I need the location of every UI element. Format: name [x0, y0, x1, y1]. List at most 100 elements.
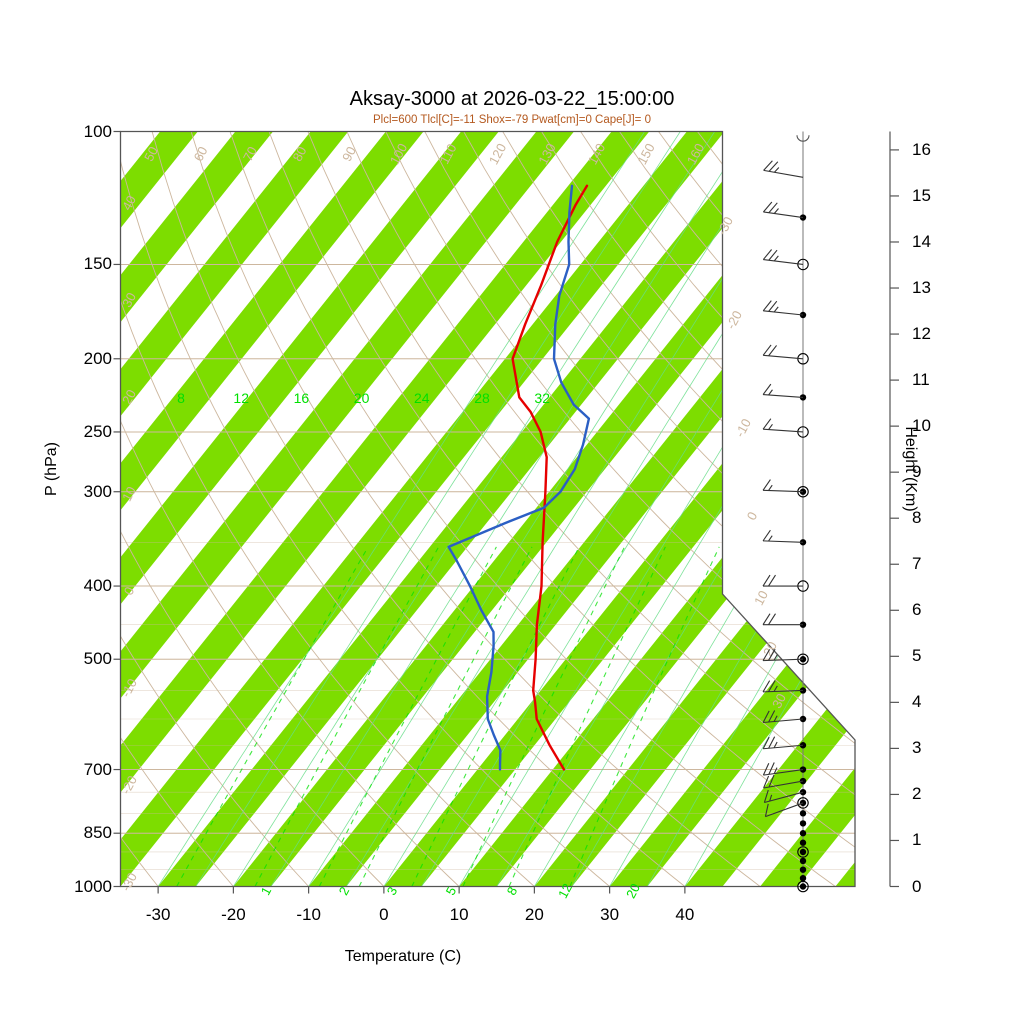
wind-barb-half — [773, 685, 778, 692]
pressure-tick-label: 200 — [83, 348, 112, 368]
wind-barb-half — [768, 535, 773, 542]
wind-level-dot — [799, 839, 807, 846]
temperature-profile-line — [511, 184, 589, 771]
pressure-tick-labels: 100 150 200 250 300 400 500 700 850 1000 — [48, 0, 112, 1024]
temperature-tick-label: 30 — [600, 904, 620, 924]
pressure-tick-label: 100 — [83, 121, 112, 141]
wind-level-dot — [799, 810, 807, 817]
wind-level-dot — [799, 820, 807, 827]
isotherm-label-left: 10 — [119, 484, 139, 504]
moist-adiabat — [157, 131, 645, 887]
wind-barb-full — [768, 774, 775, 788]
temperature-tick-label: -20 — [221, 904, 246, 924]
isotherm-label-right: 30 — [769, 691, 789, 711]
wind-barb-full — [762, 613, 771, 625]
wind-barb-half — [768, 389, 773, 396]
moist-adiabat — [345, 131, 816, 887]
height-tick-label: 16 — [912, 139, 931, 159]
pressure-tick-label: 500 — [83, 649, 112, 669]
wind-barb-full — [762, 736, 770, 749]
temperature-tick-label: -30 — [145, 904, 171, 924]
wind-barb-shaft — [763, 658, 804, 662]
pressure-tick-label: 700 — [83, 759, 112, 779]
pressure-tick-label: 300 — [83, 481, 112, 501]
wind-barb-full — [768, 762, 775, 775]
calm-wind-symbol — [796, 135, 810, 142]
wind-barb-shaft — [763, 211, 804, 219]
wind-level-dot — [799, 830, 807, 837]
mixing-ratio-label-bottom: 20 — [623, 881, 643, 901]
temperature-tick-label: 0 — [379, 904, 389, 924]
moist-adiabat — [308, 131, 783, 887]
wind-barb-shaft — [765, 802, 804, 818]
dry-adiabat — [120, 131, 309, 887]
wind-barb-shaft — [763, 394, 804, 398]
wind-barb-shaft — [763, 689, 804, 693]
height-tick-label: 14 — [912, 231, 931, 251]
mixing-ratio-line — [569, 546, 720, 887]
wind-level-dot — [799, 857, 807, 865]
temperature-tick-label: -10 — [296, 904, 321, 924]
dry-adiabat — [151, 131, 686, 887]
temperature-tick-label: 10 — [449, 904, 469, 924]
wind-barb-shaft — [763, 718, 804, 724]
dry-adiabat — [120, 131, 234, 887]
wind-barb-shaft — [763, 769, 804, 776]
moist-adiabat — [195, 131, 681, 887]
mixing-ratio-line — [462, 546, 625, 887]
mixing-ratio-line — [358, 546, 533, 887]
wind-barb-full — [762, 574, 771, 587]
x-axis-label: Temperature (C) — [344, 948, 462, 965]
wind-barb-half — [774, 167, 780, 173]
moist-adiabat — [421, 131, 855, 887]
wind-barb-half — [773, 306, 779, 313]
dry-adiabat — [120, 131, 610, 887]
wind-barb-full — [762, 680, 771, 693]
isotherm-label-right: 20 — [760, 639, 780, 659]
height-tick-label: 6 — [912, 600, 922, 620]
moist-adiabat — [646, 131, 855, 887]
wind-barb-shaft — [763, 489, 804, 493]
height-axis-label: Height (Km) — [902, 426, 919, 512]
dry-adiabat-label: 50 — [141, 144, 161, 164]
dry-adiabat — [268, 131, 855, 887]
dry-adiabat-label: 90 — [339, 144, 359, 164]
dry-adiabat-label: 70 — [240, 144, 260, 164]
height-tick-label: 9 — [912, 462, 922, 482]
wind-barb-full — [764, 803, 769, 817]
height-tick-label: 8 — [912, 508, 922, 528]
dry-adiabat — [463, 131, 855, 887]
wind-barb-full — [762, 710, 770, 723]
wind-barb-shaft — [763, 540, 804, 543]
mixing-ratio-line — [411, 546, 580, 887]
sounding-indices-subtitle: Plcl=600 Tlcl[C]=-11 Shox=-79 Pwat[cm]=0… — [373, 114, 651, 126]
temperature-tick-label: 20 — [524, 904, 544, 924]
dry-adiabat — [307, 131, 855, 887]
dry-adiabat — [424, 131, 855, 887]
moist-adiabat — [270, 131, 749, 887]
wind-barb-full — [762, 300, 772, 312]
height-tick-label: 2 — [912, 784, 922, 804]
mixing-ratio-label-mid: 24 — [414, 390, 430, 406]
height-tick-label: 10 — [912, 416, 931, 436]
wind-barb-half — [768, 484, 773, 491]
wind-barb-full — [762, 418, 772, 430]
wind-barb-group — [762, 135, 810, 893]
mixing-ratio-line — [508, 546, 666, 887]
wind-barb-half — [773, 767, 778, 774]
wind-barb-full — [762, 479, 771, 491]
moist-adiabat — [383, 131, 850, 887]
wind-level-circle — [797, 797, 809, 809]
wind-level-dot — [799, 866, 807, 873]
wind-barb-shaft — [763, 354, 804, 360]
wind-barb-shaft — [763, 169, 804, 178]
height-tick-label: 7 — [912, 554, 922, 574]
wind-barb-full — [768, 574, 776, 587]
wind-level-dot — [799, 848, 807, 856]
height-tick-label: 4 — [912, 692, 922, 712]
wind-barb-full — [762, 649, 771, 661]
dry-adiabat — [120, 131, 460, 887]
dry-adiabat — [229, 131, 836, 887]
pressure-tick-label: 400 — [83, 576, 112, 596]
